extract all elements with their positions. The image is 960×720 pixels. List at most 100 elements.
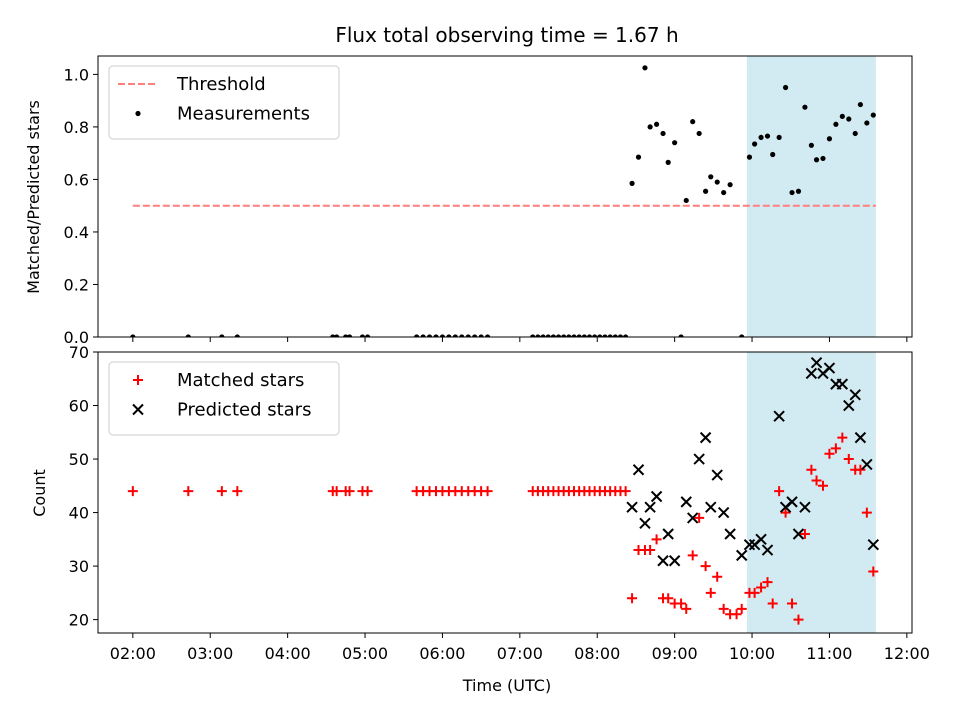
- predicted-star-point: [668, 555, 681, 567]
- predicted-star-point: [843, 399, 855, 412]
- predicted-star-point: [644, 501, 656, 513]
- measurement-point: [758, 134, 764, 141]
- matched-star-point: [806, 464, 817, 475]
- predicted-star-point: [686, 512, 699, 524]
- measurement-point: [334, 334, 340, 337]
- predicted-star-point: [736, 549, 748, 562]
- predicted-star-point: [662, 528, 674, 540]
- measurement-point: [795, 188, 802, 194]
- measurement-point: [617, 334, 624, 337]
- xtick-label: 03:00: [187, 644, 233, 663]
- matched-star-point: [817, 480, 828, 491]
- top-ytick-label: 0.8: [64, 118, 89, 137]
- top-data-layer: [130, 65, 876, 337]
- matched-star-point: [127, 486, 138, 497]
- predicted-star-point: [699, 431, 712, 444]
- predicted-star-point: [755, 533, 767, 546]
- measurement-point: [545, 334, 551, 337]
- predicted-star-point: [705, 501, 717, 513]
- matched-star-point: [645, 545, 656, 556]
- matched-star-point: [830, 443, 841, 454]
- top-chart-ylabel: Matched/Predicted stars: [24, 100, 43, 294]
- matched-star-point: [749, 587, 760, 598]
- top-legend: [108, 65, 340, 140]
- matched-star-point: [331, 486, 342, 497]
- predicted-star-point: [861, 458, 873, 471]
- matched-star-point: [868, 566, 879, 577]
- measurement-point: [597, 334, 603, 337]
- xtick-label: 11:00: [806, 644, 852, 663]
- predicted-star-point: [773, 410, 785, 422]
- measurement-point: [414, 334, 420, 337]
- measurement-point: [130, 334, 136, 337]
- predicted-star-point: [867, 538, 880, 551]
- matched-star-point: [843, 454, 854, 465]
- predicted-star-point: [626, 501, 638, 513]
- bottom-plot: 20 30 40 50 60 70 02:00 03:00 04:00 05:00 06:00 07:…: [69, 343, 930, 663]
- matched-star-point: [767, 598, 778, 609]
- measurement-point: [571, 334, 577, 337]
- matched-star-point: [793, 614, 804, 625]
- measurement-point: [530, 334, 536, 337]
- measurement-point: [592, 334, 598, 337]
- measurement-point: [802, 104, 808, 110]
- measurement-point: [864, 120, 870, 126]
- bottom-ytick-label: 20: [69, 611, 89, 630]
- measurement-point: [660, 130, 666, 137]
- measurement-point: [653, 121, 660, 127]
- predicted-star-point: [799, 501, 811, 513]
- measurement-point: [346, 334, 353, 337]
- measurement-point: [433, 334, 439, 337]
- measurement-point: [839, 113, 845, 120]
- measurement-point: [852, 130, 858, 137]
- measurement-point: [708, 174, 714, 180]
- predicted-star-point: [639, 517, 651, 529]
- measurement-point: [566, 334, 572, 337]
- measurement-point: [820, 155, 826, 162]
- matched-star-point: [756, 582, 767, 593]
- measurement-point: [446, 334, 452, 337]
- bottom-axes-frame: [97, 351, 913, 634]
- matched-star-point: [731, 609, 742, 620]
- predicted-star-point: [743, 538, 756, 551]
- legend-label: Predicted stars: [177, 400, 311, 421]
- matched-star-point: [712, 571, 723, 582]
- measurement-point: [607, 334, 613, 337]
- measurement-point: [702, 188, 709, 194]
- measurement-point: [714, 179, 720, 185]
- measurement-point: [330, 334, 336, 337]
- bottom-ytick-label: 50: [69, 450, 89, 469]
- measurement-point: [635, 154, 642, 160]
- matched-star-point: [837, 432, 848, 443]
- predicted-star-point: [786, 496, 798, 508]
- measurement-point: [555, 334, 562, 337]
- measurement-point: [420, 334, 426, 337]
- bottom-ytick-label: 60: [69, 397, 89, 416]
- matched-star-point: [676, 598, 687, 609]
- measurement-point: [782, 84, 789, 91]
- measurement-point: [727, 182, 733, 188]
- bottom-chart-ylabel: Count: [30, 469, 49, 517]
- matched-star-point: [232, 486, 243, 497]
- matched-star-point: [620, 486, 631, 497]
- top-ytick-label: 0.4: [64, 223, 89, 242]
- measurement-point: [678, 334, 684, 337]
- matched-star-point: [718, 603, 729, 614]
- measurement-point: [690, 119, 696, 125]
- matched-star-point: [799, 528, 810, 539]
- measurement-point: [739, 334, 745, 337]
- predicted-star-point: [724, 528, 736, 540]
- measurement-point: [581, 334, 587, 337]
- xtick-label: 10:00: [729, 644, 775, 663]
- measurement-point: [452, 334, 458, 337]
- top-ytick-label: 0.6: [64, 170, 89, 189]
- matched-star-point: [681, 603, 692, 614]
- matched-star-point: [344, 486, 355, 497]
- measurement-point: [365, 334, 371, 337]
- bottom-chart-xlabel: Time (UTC): [462, 676, 551, 695]
- measurement-point: [752, 141, 758, 147]
- measurement-point: [629, 180, 635, 186]
- xtick-label: 09:00: [652, 644, 698, 663]
- matched-star-point: [627, 593, 638, 604]
